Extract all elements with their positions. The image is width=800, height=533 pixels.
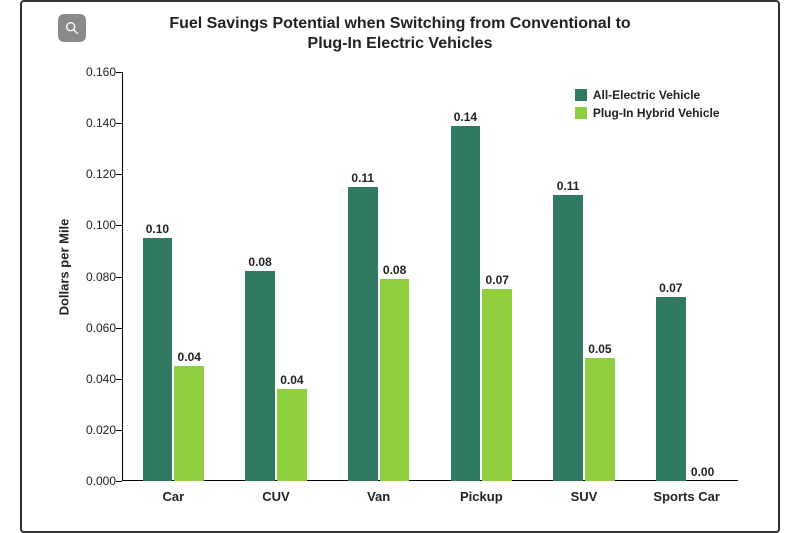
value-label: 0.11 [557, 179, 580, 193]
y-tick-label: 0.020 [72, 423, 116, 437]
y-tick-mark [116, 123, 122, 124]
bar [482, 289, 512, 481]
category-label: SUV [533, 489, 636, 504]
value-label: 0.07 [659, 281, 682, 295]
value-label: 0.05 [588, 342, 611, 356]
value-label: 0.08 [248, 255, 271, 269]
value-label: 0.08 [383, 263, 406, 277]
y-axis-label: Dollars per Mile [57, 218, 72, 315]
plot-area: All-Electric Vehicle Plug-In Hybrid Vehic… [122, 72, 738, 481]
value-label: 0.11 [351, 171, 374, 185]
y-tick-mark [116, 72, 122, 73]
y-axis-line [122, 72, 123, 481]
legend-label: All-Electric Vehicle [593, 88, 700, 102]
x-axis-line [122, 480, 738, 481]
legend-label: Plug-In Hybrid Vehicle [593, 106, 720, 120]
category-label: Van [327, 489, 430, 504]
value-label: 0.00 [691, 465, 714, 479]
category-label: CUV [225, 489, 328, 504]
legend-item: All-Electric Vehicle [575, 88, 720, 102]
y-tick-label: 0.100 [72, 218, 116, 232]
value-label: 0.07 [486, 273, 509, 287]
bar [174, 366, 204, 481]
chart-title: Fuel Savings Potential when Switching fr… [22, 14, 778, 54]
legend: All-Electric Vehicle Plug-In Hybrid Vehic… [575, 88, 720, 120]
bar [277, 389, 307, 481]
value-label: 0.04 [178, 350, 201, 364]
bar [585, 358, 615, 481]
y-tick-mark [116, 277, 122, 278]
bar [143, 238, 173, 481]
value-label: 0.10 [146, 222, 169, 236]
chart-frame: Fuel Savings Potential when Switching fr… [0, 0, 800, 533]
value-label: 0.04 [280, 373, 303, 387]
y-tick-label: 0.140 [72, 116, 116, 130]
y-tick-label: 0.120 [72, 167, 116, 181]
category-label: Sports Car [635, 489, 738, 504]
y-tick-label: 0.060 [72, 321, 116, 335]
bar [553, 195, 583, 481]
y-tick-mark [116, 225, 122, 226]
category-label: Pickup [430, 489, 533, 504]
bar [380, 279, 410, 481]
bar [245, 271, 275, 481]
chart-card: Fuel Savings Potential when Switching fr… [20, 0, 780, 533]
y-tick-label: 0.160 [72, 65, 116, 79]
y-tick-mark [116, 328, 122, 329]
bar [348, 187, 378, 481]
bar [656, 297, 686, 481]
bar [451, 126, 481, 481]
legend-item: Plug-In Hybrid Vehicle [575, 106, 720, 120]
y-tick-mark [116, 481, 122, 482]
y-tick-label: 0.000 [72, 474, 116, 488]
y-tick-mark [116, 379, 122, 380]
y-tick-mark [116, 174, 122, 175]
y-tick-label: 0.080 [72, 270, 116, 284]
y-tick-label: 0.040 [72, 372, 116, 386]
y-tick-mark [116, 430, 122, 431]
category-label: Car [122, 489, 225, 504]
value-label: 0.14 [454, 110, 477, 124]
legend-swatch [575, 107, 587, 119]
legend-swatch [575, 89, 587, 101]
